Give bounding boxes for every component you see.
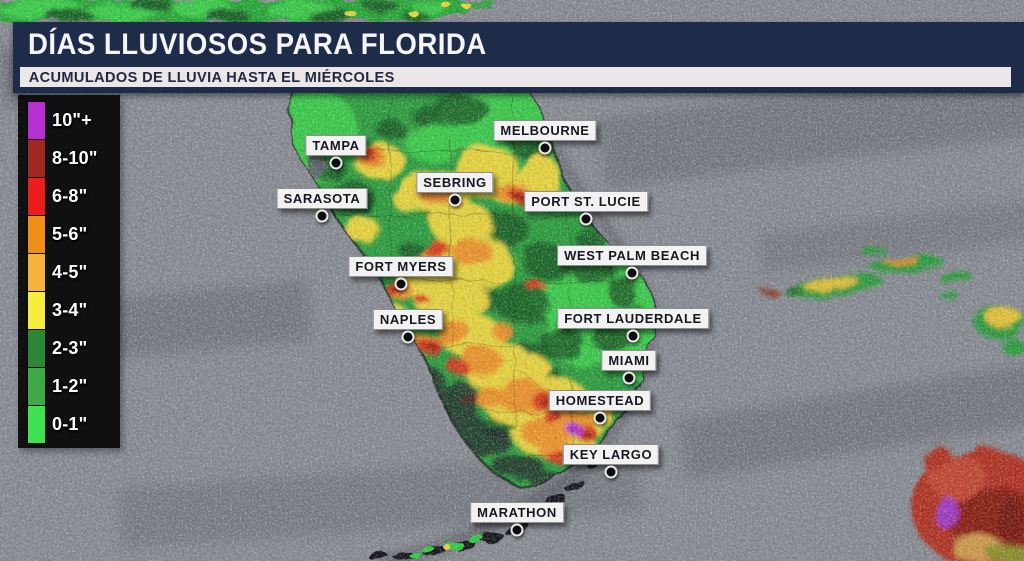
city-dot [448, 193, 462, 207]
city-dot [401, 330, 415, 344]
city-dot [604, 465, 618, 479]
city-label: MELBOURNE [493, 120, 597, 141]
legend-label: 1-2" [52, 375, 88, 396]
city-label: SEBRING [416, 172, 494, 193]
city-label: FORT LAUDERDALE [557, 308, 709, 329]
subtitle: ACUMULADOS DE LLUVIA HASTA EL MIÉRCOLES [28, 68, 395, 86]
legend-label: 0-1" [52, 413, 88, 434]
city-label: PORT ST. LUCIE [524, 191, 648, 212]
legend-swatch [27, 252, 46, 292]
legend-item: 6-8" [27, 176, 120, 216]
legend-label: 8-10" [52, 147, 98, 168]
legend-swatch [27, 404, 46, 444]
title-bar: DÍAS LLUVIOSOS PARA FLORIDA ACUMULADOS D… [13, 22, 1024, 93]
city-dot [579, 212, 593, 226]
legend-swatch [27, 214, 46, 254]
legend-swatch [27, 138, 46, 178]
city-label: KEY LARGO [562, 444, 660, 465]
city-label: TAMPA [305, 135, 367, 156]
legend-swatch [27, 366, 46, 406]
legend-item: 3-4" [27, 290, 120, 330]
city-dot [625, 266, 639, 280]
city-label: MIAMI [601, 350, 657, 371]
city-label: FORT MYERS [348, 256, 454, 277]
city-dot [329, 156, 343, 170]
city-label: MARATHON [470, 502, 564, 523]
city-dot [538, 141, 552, 155]
legend-item: 10"+ [27, 100, 120, 140]
city-label: SARASOTA [276, 188, 368, 209]
legend-label: 10"+ [52, 109, 92, 130]
legend-label: 4-5" [52, 261, 88, 282]
city-dot [593, 411, 607, 425]
legend-label: 2-3" [52, 337, 88, 358]
rainfall-legend: 10"+ 8-10" 6-8" 5-6" 4-5" 3-4" 2-3" [18, 95, 120, 448]
legend-label: 5-6" [52, 223, 88, 244]
city-dot [394, 277, 408, 291]
page-title: DÍAS LLUVIOSOS PARA FLORIDA [28, 28, 487, 61]
legend-item: 8-10" [27, 138, 120, 178]
subtitle-bar: ACUMULADOS DE LLUVIA HASTA EL MIÉRCOLES [20, 67, 1011, 87]
legend-label: 6-8" [52, 185, 88, 206]
legend-swatch [27, 290, 46, 330]
legend-swatch [27, 328, 46, 368]
legend-swatch [27, 176, 46, 216]
legend-rows: 10"+ 8-10" 6-8" 5-6" 4-5" 3-4" 2-3" [27, 100, 120, 444]
city-dot [510, 523, 524, 537]
city-label: NAPLES [372, 309, 444, 330]
legend-item: 0-1" [27, 404, 120, 444]
city-label: HOMESTEAD [548, 390, 652, 411]
legend-label: 3-4" [52, 299, 88, 320]
legend-item: 5-6" [27, 214, 120, 254]
legend-item: 1-2" [27, 366, 120, 406]
legend-item: 4-5" [27, 252, 120, 292]
legend-item: 2-3" [27, 328, 120, 368]
legend-swatch [27, 100, 46, 140]
city-dot [626, 329, 640, 343]
city-label: WEST PALM BEACH [557, 245, 707, 266]
city-dot [315, 209, 329, 223]
city-dot [622, 371, 636, 385]
